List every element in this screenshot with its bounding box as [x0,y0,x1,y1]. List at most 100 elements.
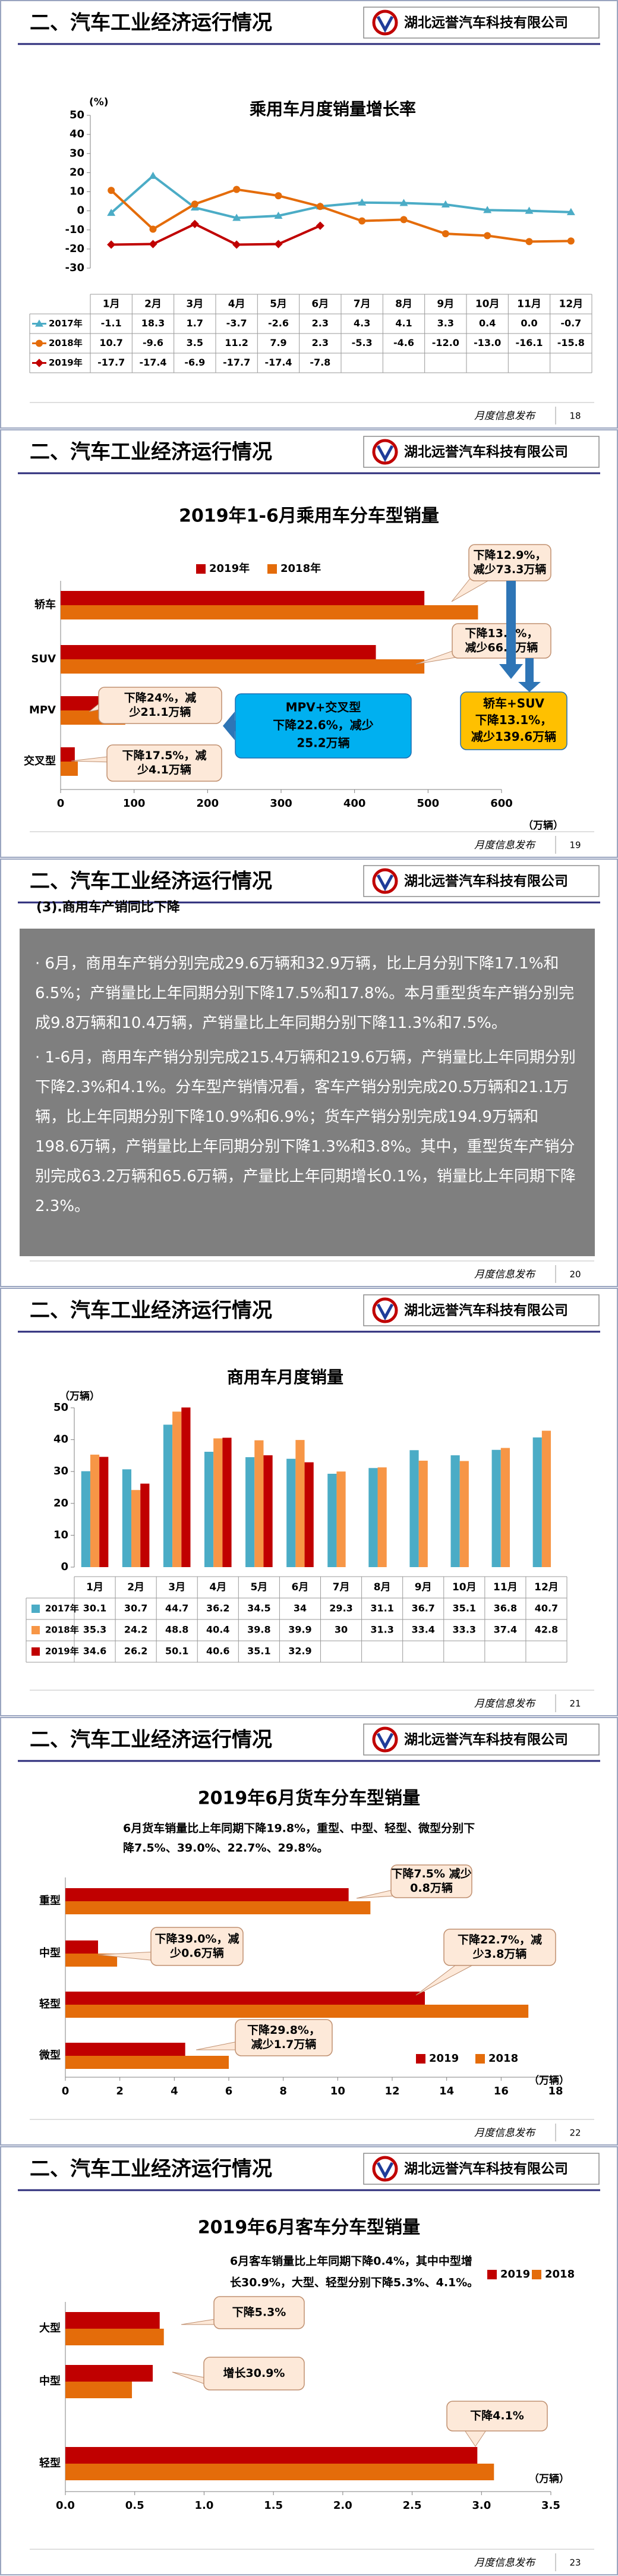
x-tick-label: 16 [494,2085,509,2097]
subheading: (3).商用车产销同比下降 [36,899,181,915]
point [191,200,198,208]
bar [131,1490,141,1567]
x-tick-label: 12月 [559,298,583,310]
x-tick-label: 6月 [292,1581,309,1593]
annotation: 下降22.6%，减少 [273,718,373,732]
page-number: 21 [569,1699,581,1709]
data-label: 3.5 [187,337,203,348]
data-label: 11.2 [225,337,248,348]
bar [99,1457,109,1567]
x-tick-label: 12月 [534,1581,559,1593]
data-label: 34 [294,1603,307,1614]
point [442,230,449,238]
arrow [499,581,523,679]
annotation: 少3.8万辆 [472,1947,527,1961]
data-label: 18.3 [141,317,165,329]
bar [295,1440,305,1567]
x-tick-label: 0 [57,797,65,810]
chart-title: 2019年6月货车分车型销量 [198,1788,420,1809]
point [400,216,408,224]
bar [65,2005,529,2018]
annotation: 25.2万辆 [297,736,349,750]
annotation: 减少139.6万辆 [471,729,556,744]
category-label: 微型 [39,2049,61,2062]
company-box [363,1294,600,1326]
data-label: -12.0 [432,337,459,348]
x-tick-label: 3月 [186,298,203,310]
data-label: 35.1 [453,1603,476,1614]
annotation: 少21.1万辆 [129,705,191,719]
x-tick-label: 10月 [452,1581,477,1593]
callout-box [235,2019,333,2056]
legend-swatch [196,564,206,574]
category-label: 中型 [39,1946,61,1959]
data-label: 34.5 [247,1603,270,1614]
category-label: 大型 [39,2322,61,2335]
annotation: 下降12.9%， [474,548,547,562]
x-tick-label: 3.5 [541,2499,560,2512]
arrow [518,658,541,692]
x-tick-label: 600 [490,797,513,810]
callout-box [203,2357,305,2391]
bar [263,1455,273,1567]
data-label: 10.7 [99,337,122,348]
data-label: 33.4 [411,1624,434,1635]
bar [65,2447,478,2464]
x-tick-label: 200 [197,797,219,810]
data-label: 36.8 [494,1603,517,1614]
data-label: 40.7 [535,1603,558,1614]
y-tick-label: 20 [70,166,84,178]
data-label: -0.7 [560,317,581,329]
y-tick-label: 30 [53,1465,68,1477]
point [149,171,157,179]
y-tick-label: -10 [65,224,84,236]
data-label: 36.2 [206,1603,229,1614]
footer-text: 月度信息发布 [474,839,536,851]
bar [61,747,75,762]
annotation: 增长30.9% [223,2366,285,2380]
chart-title: 乘用车月度销量增长率 [250,99,416,119]
data-label: 32.9 [288,1646,311,1657]
point [34,358,44,367]
y-tick-label: 0 [61,1561,68,1573]
data-label: 40.6 [206,1646,229,1657]
x-axis-label: （万辆） [529,2074,569,2087]
x-tick-label: 8月 [374,1581,391,1593]
legend-swatch [475,2054,485,2064]
x-tick-label: 2.0 [333,2499,352,2512]
data-label: -1.1 [101,317,122,329]
callout-box [446,2401,548,2432]
category-label: 轻型 [39,2457,61,2470]
slide-border [0,429,618,858]
data-label: 40.4 [206,1624,229,1635]
legend-label: 2018年 [280,562,321,575]
callout-box [98,687,222,724]
company-logo-mark [376,15,394,33]
legend-label: 2019年 [209,562,250,575]
page-number: 22 [569,2128,581,2138]
point [275,192,282,200]
data-label: 1.7 [187,317,203,329]
x-tick-label: 4月 [209,1581,226,1593]
point [274,240,283,249]
point [525,238,533,246]
data-label: 31.3 [370,1624,393,1635]
series-line [110,174,571,219]
x-tick-label: 3月 [168,1581,185,1593]
x-tick-label: 6月 [311,298,329,310]
x-tick-label: 5月 [250,1581,267,1593]
data-label: -5.3 [352,337,373,348]
bar [163,1424,173,1567]
data-label: 2.3 [312,317,329,329]
bar [65,1888,349,1901]
x-tick-label: 300 [270,797,292,810]
bar [418,1460,428,1567]
data-label: -7.8 [310,357,330,368]
point [316,221,324,230]
annotation: 下降4.1% [470,2409,524,2423]
chart-title: 2019年1-6月乘用车分车型销量 [179,506,439,527]
legend-label: 2019 [429,2052,459,2065]
legend-label: 2017年 [49,318,83,329]
